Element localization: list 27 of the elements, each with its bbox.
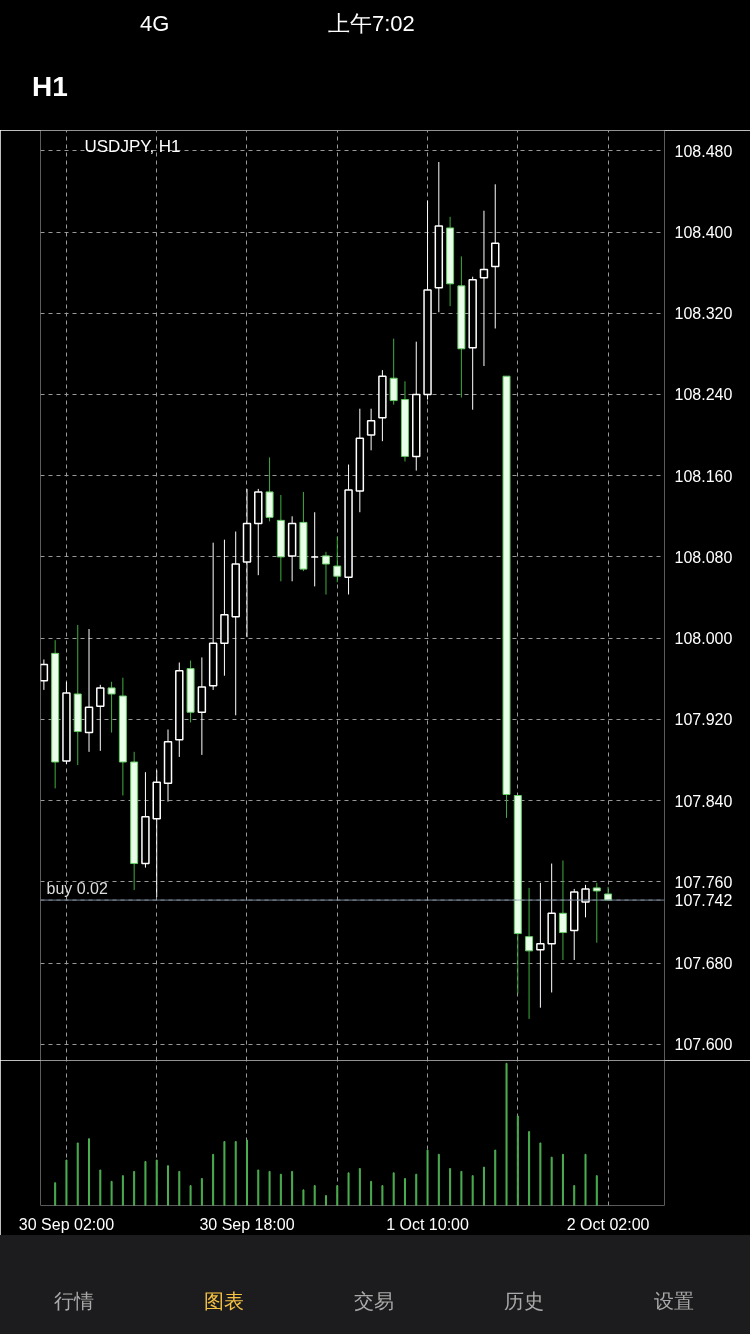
text: 交易 — [354, 1289, 394, 1314]
chart-title: USDJPY, H1 — [84, 136, 181, 156]
y-tick-label: 107.760 — [674, 873, 733, 891]
y-tick-label: 108.400 — [674, 224, 733, 242]
ref-line-label: buy 0.02 — [46, 880, 108, 898]
ref-line-label: 107.742 — [674, 892, 733, 910]
y-tick-label: 108.320 — [674, 305, 733, 323]
text: 上午7:02 — [328, 10, 415, 38]
text: 设置 — [654, 1289, 694, 1314]
y-tick-label: 107.920 — [674, 711, 733, 729]
y-tick-label: 108.080 — [674, 548, 733, 566]
y-tick-label: 108.240 — [674, 386, 733, 404]
y-tick-label: 107.600 — [674, 1036, 733, 1054]
text: H1 — [32, 70, 68, 104]
x-tick-label: 30 Sep 18:00 — [199, 1215, 295, 1233]
y-tick-label: 107.680 — [674, 955, 733, 973]
text: 行情 — [54, 1289, 94, 1314]
x-tick-label: 30 Sep 02:00 — [18, 1215, 115, 1233]
text: 历史 — [504, 1289, 544, 1314]
text: 图表 — [204, 1289, 244, 1314]
y-tick-label: 108.480 — [674, 142, 733, 160]
text: 4G — [140, 10, 170, 38]
y-tick-label: 108.000 — [674, 630, 733, 648]
y-tick-label: 107.840 — [674, 792, 733, 810]
x-tick-label: 2 Oct 02:00 — [566, 1215, 650, 1233]
x-tick-label: 1 Oct 10:00 — [386, 1215, 469, 1233]
y-tick-label: 108.160 — [674, 467, 733, 485]
